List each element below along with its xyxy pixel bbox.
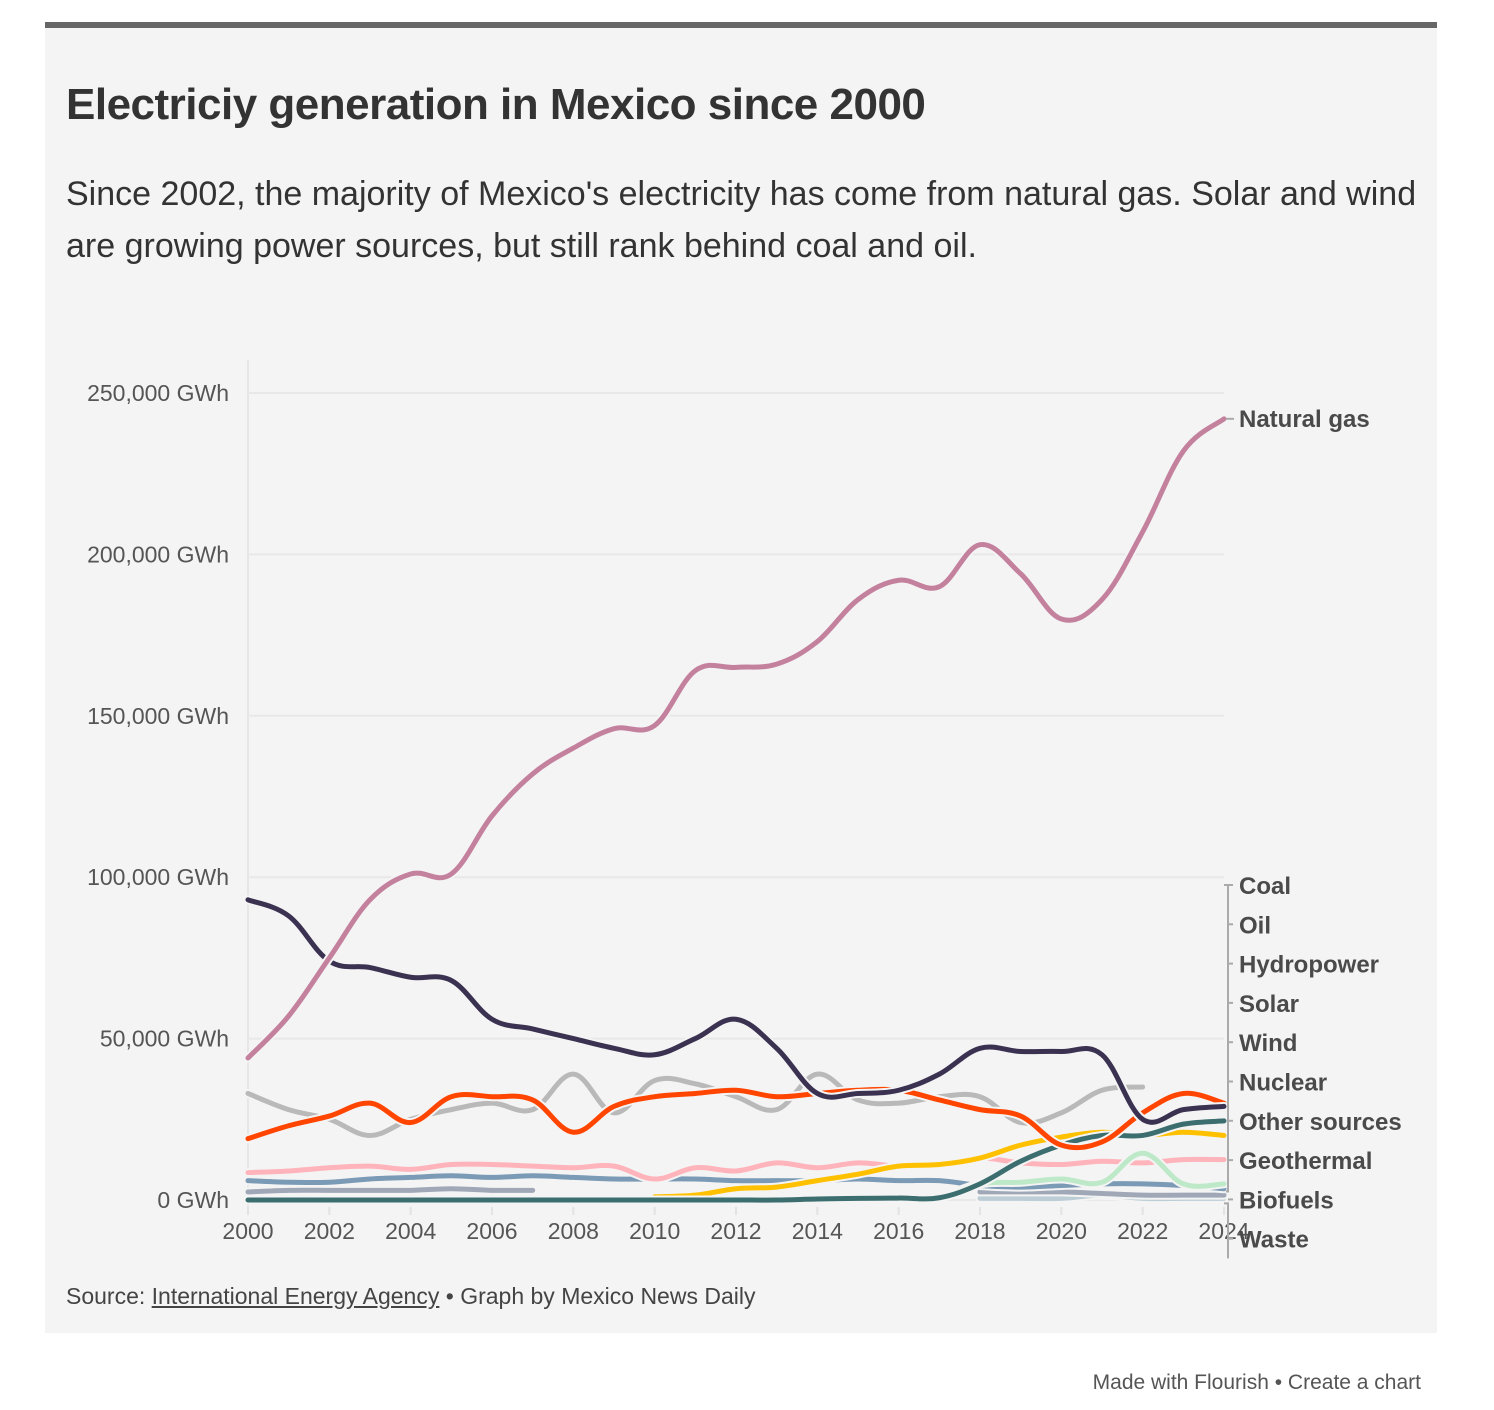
byline: Graph by Mexico News Daily [460,1283,756,1309]
x-tick-label: 2002 [304,1218,355,1244]
made-with-flourish-link[interactable]: Made with Flourish [1092,1371,1269,1394]
chart-subtitle: Since 2002, the majority of Mexico's ele… [66,175,1417,265]
series-lines [243,414,1229,1205]
x-tick-label: 2008 [548,1218,599,1244]
series-label-other-sources: Other sources [1239,1109,1402,1136]
chart-title: Electriciy generation in Mexico since 20… [66,80,926,129]
x-tick-label: 2020 [1036,1218,1087,1244]
source-separator: • [445,1283,454,1309]
label-bracket-small [1224,1202,1229,1259]
series-line-other-sources [245,1186,1227,1198]
series-label-natural-gas: Natural gas [1239,406,1370,433]
series-line-coal [245,1086,1227,1151]
label-bracket [1224,884,1229,1193]
x-tick-label: 2018 [954,1218,1005,1244]
series-label-waste: Waste [1239,1227,1309,1254]
x-tick-label: 2014 [792,1218,843,1244]
series-line-geothermal [245,1155,1227,1182]
series-labels: Natural gas Coal Oil Hydropower Solar Wind Nuc… [1224,406,1402,1259]
y-tick-label: 100,000 GWh [87,864,229,890]
source-note: Source: International Energy Agency • Gr… [66,1283,755,1310]
source-link[interactable]: International Energy Agency [151,1283,440,1309]
x-tick-label: 2024 [1198,1218,1249,1244]
x-tick-label: 2010 [629,1218,680,1244]
y-tick-label: 0 GWh [157,1187,229,1213]
x-tick-label: 2012 [710,1218,761,1244]
series-label-oil: Oil [1239,912,1271,939]
series-line-oil [245,897,1227,1125]
y-tick-label: 150,000 GWh [87,703,229,729]
y-axis: 0 GWh 50,000 GWh 100,000 GWh 150,000 GWh 200… [87,380,229,1213]
series-label-hydropower: Hydropower [1239,952,1379,979]
series-label-wind: Wind [1239,1030,1297,1057]
series-line-natural-gas [245,416,1227,1061]
x-tick-label: 2000 [222,1218,273,1244]
series-label-nuclear: Nuclear [1239,1070,1327,1097]
y-tick-label: 200,000 GWh [87,541,229,567]
series-label-biofuels: Biofuels [1239,1187,1334,1214]
y-tick-label: 250,000 GWh [87,380,229,406]
flourish-credits: Made with Flourish • Create a chart [1093,1371,1421,1395]
chart-panel [45,28,1437,1333]
x-axis: 2000 2002 2004 2006 2008 2010 2012 2014 2016 2018… [222,1207,1250,1244]
series-label-geothermal: Geothermal [1239,1148,1372,1175]
x-tick-label: 2022 [1117,1218,1168,1244]
x-tick-label: 2004 [385,1218,436,1244]
series-label-coal: Coal [1239,873,1291,900]
top-accent-bar [45,22,1437,28]
create-chart-link[interactable]: Create a chart [1287,1371,1421,1394]
x-tick-label: 2016 [873,1218,924,1244]
y-tick-label: 50,000 GWh [100,1026,229,1052]
series-line-nuclear [245,1173,1227,1192]
series-label-solar: Solar [1239,991,1299,1018]
source-prefix: Source: [66,1283,146,1309]
x-tick-label: 2006 [466,1218,517,1244]
credits-separator: • [1274,1371,1283,1394]
